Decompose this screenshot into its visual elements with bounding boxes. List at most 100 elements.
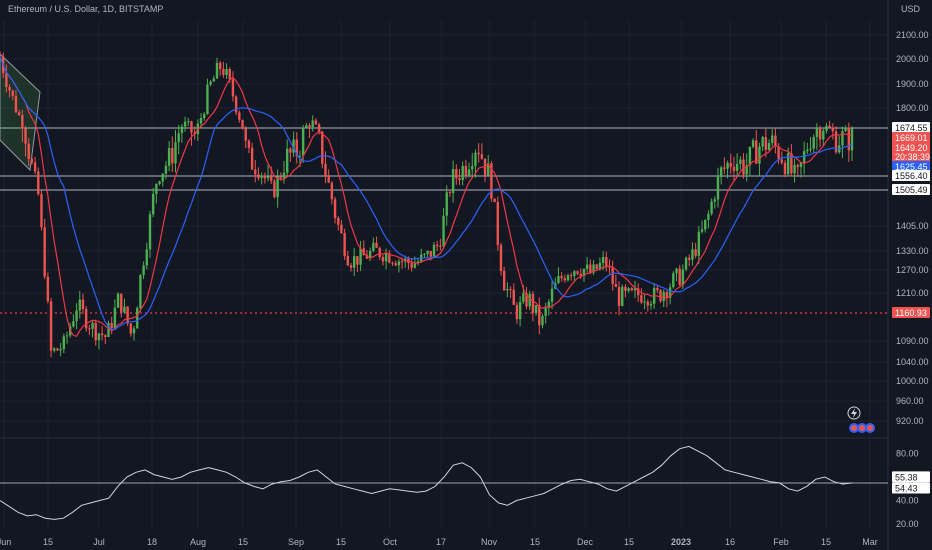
candle-body	[761, 137, 764, 147]
moving-averages	[0, 56, 853, 338]
candle-body	[569, 275, 573, 277]
candle-body	[17, 112, 21, 116]
candle-body	[113, 307, 117, 329]
candle-body	[614, 283, 618, 288]
candle-body	[783, 162, 787, 175]
candle-body	[14, 95, 18, 113]
candle-body	[735, 163, 739, 171]
candle-body	[531, 293, 535, 313]
candle-body	[579, 273, 582, 276]
channel-drawing[interactable]	[0, 53, 41, 172]
candle-body	[471, 165, 474, 170]
candle-body	[129, 323, 133, 334]
candle-body	[467, 169, 471, 176]
candle-body	[295, 139, 298, 156]
flag-icons[interactable]	[849, 423, 875, 433]
candle-body	[372, 242, 375, 251]
candle-body	[381, 257, 385, 262]
candle-body	[46, 276, 50, 302]
candle-body	[37, 171, 40, 195]
candle-body	[659, 290, 662, 302]
candle-body	[155, 183, 158, 194]
candle-body	[496, 202, 499, 246]
candle-body	[116, 293, 120, 308]
candle-body	[62, 336, 66, 350]
candle-body	[285, 148, 289, 173]
candle-body	[5, 72, 8, 88]
candle-body	[643, 301, 646, 303]
candle-body	[474, 152, 477, 166]
candle-body	[847, 127, 851, 151]
price-tag-label: 1669.01	[895, 133, 928, 143]
candle-body	[88, 328, 91, 330]
price-tag-box	[892, 170, 930, 181]
candle-body	[656, 287, 659, 291]
candle-body	[502, 270, 506, 291]
price-tick-label: 2000.00	[896, 54, 929, 64]
candle-body	[611, 267, 614, 284]
candle-body	[139, 274, 142, 308]
horizontal-levels[interactable]	[0, 53, 888, 314]
candle-body	[688, 257, 691, 260]
candle-body	[630, 288, 634, 291]
candle-body	[818, 128, 822, 140]
price-tag-label: 1625.45	[895, 162, 928, 172]
candle-body	[353, 256, 356, 268]
candle-body	[509, 288, 512, 290]
candle-body	[222, 69, 225, 75]
candle-body	[448, 192, 452, 194]
candle-body	[247, 140, 251, 148]
candle-body	[100, 333, 104, 336]
candle-body	[218, 62, 222, 70]
candle-body	[790, 153, 793, 174]
candle-body	[298, 155, 302, 157]
price-tick-label: 920.00	[896, 416, 924, 426]
rsi-tick-label: 40.00	[896, 496, 919, 506]
candle-body	[56, 348, 59, 351]
candle-body	[544, 307, 547, 316]
candle-body	[617, 287, 621, 306]
candle-body	[388, 253, 391, 263]
candle-body	[254, 169, 257, 175]
candle-body	[21, 115, 24, 129]
candle-body	[40, 194, 43, 228]
candle-body	[187, 121, 190, 123]
candle-body	[263, 175, 267, 179]
price-tag-box	[892, 122, 930, 133]
candle-body	[809, 148, 812, 150]
candle-body	[806, 149, 809, 152]
currency-label: USD	[901, 4, 921, 14]
price-tick-label: 1270.00	[896, 265, 929, 275]
candle-body	[324, 163, 327, 177]
candle-body	[624, 286, 627, 291]
lightning-icon[interactable]	[847, 406, 861, 420]
candle-body	[729, 162, 732, 167]
candle-body	[410, 263, 413, 268]
rsi-line	[0, 445, 853, 520]
candle-body	[292, 139, 295, 153]
candle-body	[755, 140, 758, 164]
candle-body	[228, 68, 231, 80]
candle-body	[694, 249, 697, 256]
time-axis[interactable]: Jun 15 Jul 18 Aug 15 Sep 15 Oct 17 Nov 15 Dec 15 2023 1…	[0, 537, 878, 547]
candle-body	[525, 293, 528, 307]
candle-body	[136, 307, 139, 329]
candle-body	[190, 121, 193, 133]
candle-body	[758, 146, 761, 164]
candle-body	[59, 349, 62, 351]
candle-body	[8, 87, 11, 91]
price-axis[interactable]: 2100.00 2000.00 1900.00 1800.00 1405.00 1330.…	[896, 30, 929, 529]
candle-body	[107, 323, 110, 337]
price-tick-label: 1330.00	[896, 246, 929, 256]
candle-body	[356, 256, 359, 265]
candle-body	[716, 176, 720, 200]
candle-body	[311, 120, 314, 127]
rsi-pane	[0, 445, 888, 520]
candle-body	[53, 348, 56, 351]
candle-body	[455, 169, 458, 179]
candle-body	[697, 231, 701, 256]
candle-body	[704, 219, 707, 230]
candle-body	[426, 250, 429, 254]
candle-body	[480, 154, 484, 159]
